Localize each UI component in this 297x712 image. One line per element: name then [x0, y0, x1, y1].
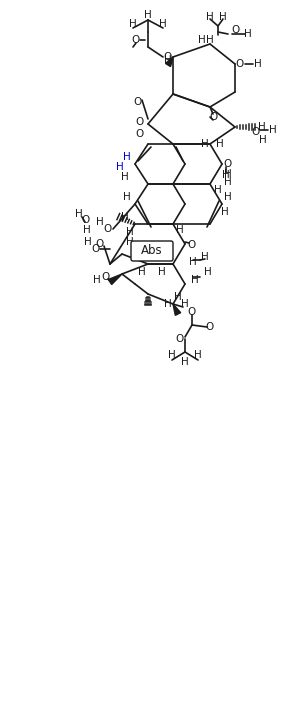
Text: H: H: [269, 125, 277, 135]
Text: O: O: [206, 322, 214, 332]
Text: O: O: [188, 240, 196, 250]
Text: O: O: [136, 117, 144, 127]
Text: H: H: [93, 275, 101, 285]
Text: O: O: [236, 59, 244, 69]
Text: H: H: [221, 207, 229, 217]
Text: H: H: [222, 170, 230, 180]
Text: H: H: [121, 172, 129, 182]
Text: H: H: [216, 139, 224, 149]
Text: O: O: [251, 127, 259, 137]
Text: H: H: [126, 227, 134, 237]
Text: O: O: [136, 129, 144, 139]
Text: O: O: [209, 112, 217, 122]
Text: H: H: [83, 225, 91, 235]
Text: H: H: [206, 12, 214, 22]
Text: H: H: [191, 275, 199, 285]
Text: O: O: [188, 307, 196, 317]
Text: H: H: [96, 217, 104, 227]
Text: H: H: [198, 35, 206, 45]
Text: H: H: [75, 209, 83, 219]
Text: H: H: [158, 267, 166, 277]
Text: H: H: [258, 122, 266, 132]
Text: H: H: [144, 10, 152, 20]
Text: H: H: [201, 252, 209, 262]
Text: O: O: [134, 97, 142, 107]
Text: H: H: [254, 59, 262, 69]
Text: H: H: [168, 350, 176, 360]
Text: O: O: [164, 52, 172, 62]
Text: H: H: [116, 162, 124, 172]
Text: H: H: [219, 12, 227, 22]
Text: H: H: [244, 29, 252, 39]
Text: H: H: [181, 357, 189, 367]
Text: H: H: [224, 177, 232, 187]
Text: H: H: [123, 152, 131, 162]
Text: H: H: [138, 267, 146, 277]
Text: O: O: [104, 224, 112, 234]
Polygon shape: [108, 274, 122, 285]
Text: O: O: [231, 25, 239, 35]
Text: H: H: [176, 225, 184, 235]
Polygon shape: [173, 304, 181, 315]
Text: H: H: [204, 267, 212, 277]
FancyBboxPatch shape: [131, 241, 173, 261]
Text: H: H: [214, 185, 222, 195]
Text: H: H: [174, 292, 182, 302]
Text: H: H: [224, 169, 232, 179]
Text: Abs: Abs: [141, 244, 163, 258]
Text: O: O: [224, 159, 232, 169]
Text: H: H: [189, 257, 197, 267]
Text: H: H: [129, 19, 137, 29]
Polygon shape: [165, 57, 173, 67]
Text: H: H: [121, 212, 129, 222]
Text: O: O: [91, 244, 99, 254]
Text: O: O: [101, 272, 109, 282]
Text: H: H: [164, 299, 172, 309]
Text: O: O: [96, 239, 104, 249]
Text: H: H: [224, 192, 232, 202]
Text: H: H: [126, 237, 134, 247]
Text: O: O: [82, 215, 90, 225]
Text: H: H: [206, 35, 214, 45]
Text: H: H: [194, 350, 202, 360]
Text: H: H: [259, 135, 267, 145]
Text: H: H: [164, 55, 172, 65]
Text: H: H: [181, 299, 189, 309]
Text: H: H: [159, 19, 167, 29]
Text: O: O: [176, 334, 184, 344]
Text: H: H: [84, 237, 92, 247]
Text: H: H: [201, 139, 209, 149]
Text: H: H: [123, 192, 131, 202]
Text: O: O: [132, 35, 140, 45]
